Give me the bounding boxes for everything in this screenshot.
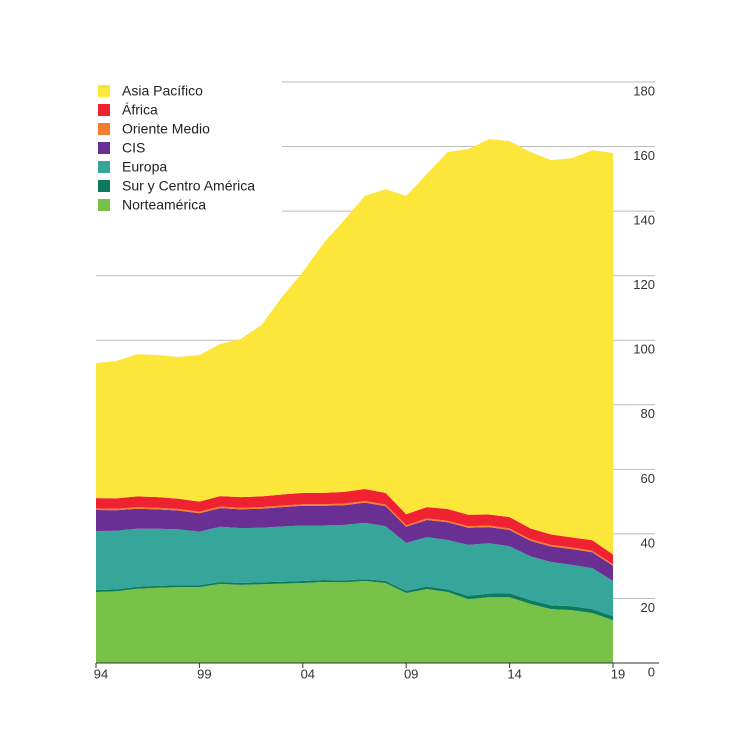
y-tick-label: 80 [641, 406, 655, 421]
area [96, 139, 613, 555]
legend-swatch [98, 180, 110, 192]
y-tick-label: 120 [633, 277, 655, 292]
x-tick-label: 04 [301, 666, 315, 681]
y-tick-label: 60 [641, 471, 655, 486]
y-tick-label: 160 [633, 148, 655, 163]
legend-background [92, 78, 282, 218]
legend-swatch [98, 161, 110, 173]
x-tick-label: 94 [94, 666, 108, 681]
y-tick-label: 20 [641, 600, 655, 615]
x-tick-label: 19 [611, 666, 625, 681]
area [96, 581, 613, 663]
y-tick-label: 0 [648, 664, 655, 679]
area [96, 502, 613, 581]
legend-label: Asia Pacífico [122, 83, 203, 99]
y-tick-label: 140 [633, 213, 655, 228]
y-tick-label: 180 [633, 83, 655, 98]
legend-label: África [122, 102, 158, 118]
legend-swatch [98, 199, 110, 211]
legend-label: Sur y Centro América [122, 178, 255, 194]
legend-swatch [98, 104, 110, 116]
y-tick-label: 100 [633, 342, 655, 357]
legend-label: Norteamérica [122, 197, 206, 213]
area [96, 522, 613, 617]
x-tick-label: 99 [197, 666, 211, 681]
y-tick-label: 40 [641, 535, 655, 550]
legend: Asia Pacífico África Oriente Medio CIS Europ… [92, 78, 282, 218]
x-tick-label: 14 [507, 666, 521, 681]
legend-swatch [98, 85, 110, 97]
legend-swatch [98, 123, 110, 135]
legend-label: Europa [122, 159, 167, 175]
legend-swatch [98, 142, 110, 154]
area [96, 489, 613, 565]
x-tick-label: 09 [404, 666, 418, 681]
area [96, 501, 613, 566]
legend-label: Oriente Medio [122, 121, 210, 137]
legend-label: CIS [122, 140, 145, 156]
